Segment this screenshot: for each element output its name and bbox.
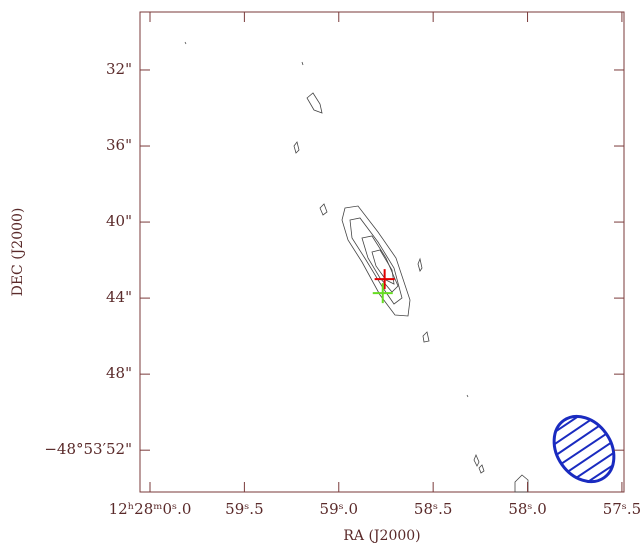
y-tick-label: 36": [106, 136, 132, 154]
x-axis-label: RA (J2000): [343, 528, 420, 544]
y-tick-label: 40": [106, 212, 132, 230]
y-tick-label: 44": [106, 288, 132, 306]
y-tick-label: 48": [106, 364, 132, 382]
y-axis-label: DEC (J2000): [10, 208, 26, 297]
x-tick-label: 58ˢ.5: [414, 500, 452, 518]
y-tick-label: −48°53′52": [44, 440, 132, 458]
cross-marker: [374, 269, 395, 290]
plot-frame: [139, 11, 625, 493]
y-tick-label: 32": [106, 60, 132, 78]
beam: [541, 404, 627, 494]
x-tick-label: 59ˢ.5: [225, 500, 263, 518]
contours: [184, 41, 529, 493]
x-tick-label: 57ˢ.5: [603, 500, 640, 518]
x-tick-label: 12ʰ28ᵐ0ˢ.0: [109, 500, 192, 518]
x-tick-label: 58ˢ.0: [508, 500, 546, 518]
x-tick-label: 59ˢ.0: [320, 500, 358, 518]
cross-marker: [372, 283, 393, 304]
